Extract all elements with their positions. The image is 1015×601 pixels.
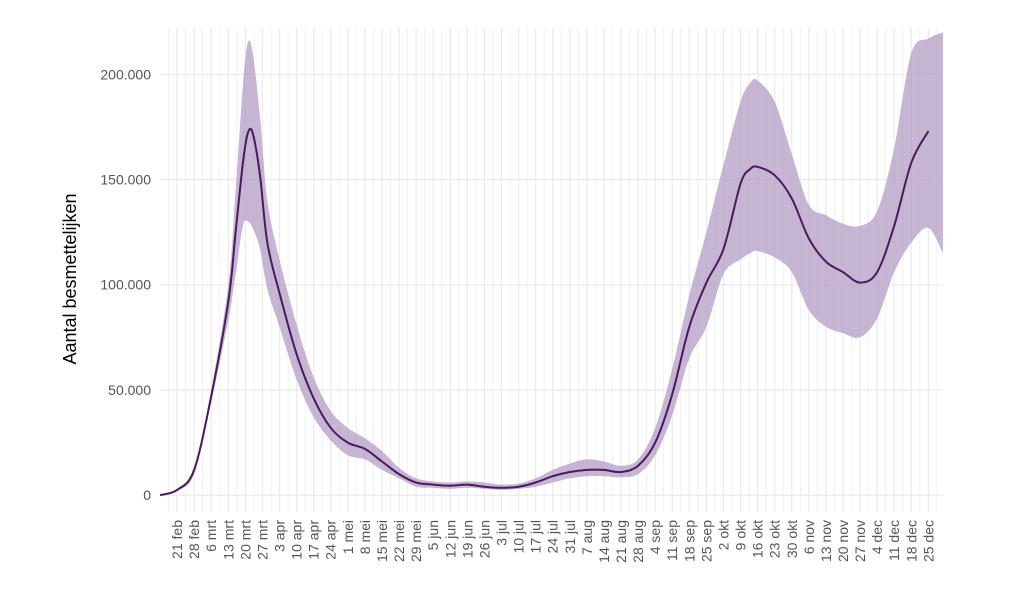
x-tick-label: 10 apr — [289, 520, 305, 560]
x-tick-label: 24 jul — [545, 520, 561, 553]
x-tick-label: 20 nov — [835, 520, 851, 562]
x-tick-label: 6 mrt — [203, 520, 219, 552]
x-tick-label: 3 apr — [272, 520, 288, 552]
x-tick-label: 16 okt — [750, 520, 766, 558]
x-tick-label: 4 sep — [647, 520, 663, 554]
y-tick-label: 50.000 — [108, 382, 151, 398]
x-tick-label: 27 mrt — [254, 520, 270, 560]
x-tick-label: 14 aug — [596, 520, 612, 563]
x-tick-label: 6 nov — [801, 520, 817, 554]
x-tick-label: 15 mei — [374, 520, 390, 562]
x-tick-label: 29 mei — [408, 520, 424, 562]
x-tick-label: 31 jul — [562, 520, 578, 553]
y-axis-ticks: 0 50.000 100.000 150.000 200.000 — [100, 66, 151, 503]
x-tick-label: 23 okt — [767, 520, 783, 558]
x-tick-label: 24 apr — [323, 520, 339, 560]
x-tick-label: 8 mei — [357, 520, 373, 554]
x-tick-label: 10 jul — [511, 520, 527, 553]
x-tick-label: 21 feb — [169, 520, 185, 559]
x-tick-label: 11 sep — [664, 520, 680, 561]
x-tick-label: 28 aug — [630, 520, 646, 563]
estimate-line — [159, 127, 930, 497]
y-tick-label: 0 — [143, 487, 151, 503]
x-tick-label: 22 mei — [391, 520, 407, 562]
x-tick-label: 26 jun — [476, 520, 492, 558]
x-tick-label: 18 sep — [681, 520, 697, 562]
x-tick-label: 3 jul — [493, 520, 509, 546]
x-tick-label: 13 mrt — [220, 520, 236, 560]
y-tick-label: 100.000 — [100, 277, 151, 293]
y-tick-label: 150.000 — [100, 172, 151, 188]
x-tick-label: 11 dec — [886, 520, 902, 561]
y-axis-title: Aantal besmettelijken — [60, 193, 80, 364]
x-tick-label: 27 nov — [852, 520, 868, 562]
x-tick-label: 5 jun — [425, 520, 441, 550]
x-tick-label: 20 mrt — [237, 520, 253, 560]
x-axis-ticks: 21 feb 28 feb 6 mrt 13 mrt 20 mrt 27 mrt 3 apr… — [169, 520, 936, 563]
x-tick-label: 9 okt — [733, 520, 749, 550]
x-tick-label: 18 dec — [903, 520, 919, 562]
confidence-band — [160, 32, 943, 496]
x-tick-label: 17 apr — [306, 520, 322, 560]
x-tick-label: 21 aug — [613, 520, 629, 563]
y-tick-label: 200.000 — [100, 66, 151, 82]
x-tick-label: 17 jul — [528, 520, 544, 553]
x-tick-label: 30 okt — [784, 520, 800, 558]
x-tick-label: 2 okt — [715, 520, 731, 550]
x-tick-label: 25 dec — [920, 520, 936, 562]
x-tick-label: 19 jun — [459, 520, 475, 558]
x-tick-label: 1 mei — [340, 520, 356, 554]
x-tick-label: 13 nov — [818, 520, 834, 562]
x-tick-label: 12 jun — [442, 520, 458, 558]
x-tick-label: 7 aug — [579, 520, 595, 555]
x-tick-label: 28 feb — [186, 520, 202, 559]
x-tick-label: 25 sep — [698, 520, 714, 562]
x-tick-label: 4 dec — [869, 520, 885, 554]
